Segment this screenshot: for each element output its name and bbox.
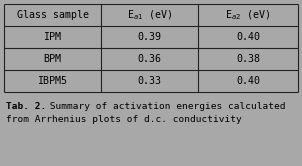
Text: 0.40: 0.40 (236, 32, 260, 42)
Text: Glass sample: Glass sample (17, 10, 88, 20)
Text: 0.38: 0.38 (236, 54, 260, 64)
Text: 0.39: 0.39 (137, 32, 162, 42)
Text: 0.40: 0.40 (236, 76, 260, 86)
Text: 0.36: 0.36 (137, 54, 162, 64)
Bar (4, 4, 298, 92)
Text: from Arrhenius plots of d.c. conductivity: from Arrhenius plots of d.c. conductivit… (6, 115, 242, 124)
Text: IPM: IPM (43, 32, 62, 42)
Text: Tab. 2.: Tab. 2. (6, 102, 46, 111)
Text: 0.33: 0.33 (137, 76, 162, 86)
Text: Summary of activation energies calculated: Summary of activation energies calculate… (44, 102, 285, 111)
Text: IBPM5: IBPM5 (37, 76, 68, 86)
Text: BPM: BPM (43, 54, 62, 64)
Text: E$_{a1}$ (eV): E$_{a1}$ (eV) (127, 8, 172, 22)
Text: E$_{a2}$ (eV): E$_{a2}$ (eV) (225, 8, 271, 22)
